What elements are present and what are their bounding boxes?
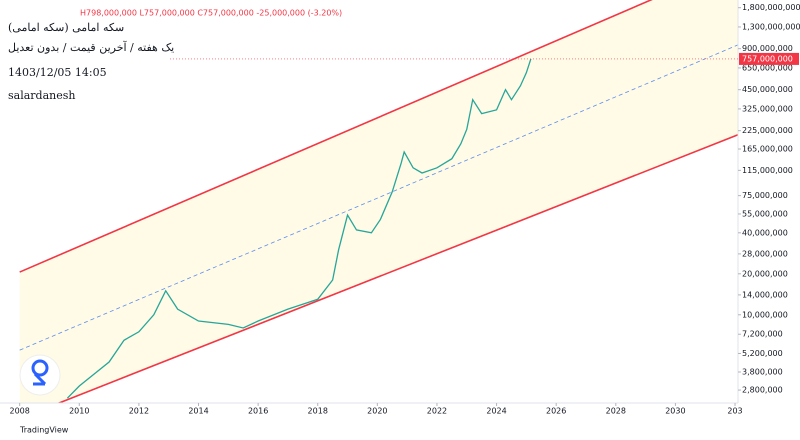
x-tick-label: 2020	[367, 407, 387, 416]
x-tick-label: 2016	[248, 407, 268, 416]
y-tick-label: 450,000,000	[742, 85, 793, 94]
y-tick-label: 900,000,000	[742, 44, 793, 53]
y-tick-label: 75,000,000	[742, 191, 788, 200]
x-tick-label: 2008	[9, 407, 29, 416]
author: salardanesh	[8, 89, 75, 102]
y-tick-label: 28,000,000	[742, 249, 788, 258]
y-tick-label: 225,000,000	[742, 126, 793, 135]
price-line	[66, 58, 532, 399]
x-tick-label: 2024	[486, 407, 506, 416]
y-tick-label: 165,000,000	[742, 145, 793, 154]
y-tick-label: 5,200,000	[742, 349, 783, 358]
channel-line	[58, 133, 738, 403]
footer: TradingView	[19, 426, 69, 435]
y-tick-label: 20,000,000	[742, 269, 788, 278]
y-tick-label: 1,300,000,000	[742, 22, 800, 31]
plot-area	[19, 0, 738, 403]
y-tick-label: 14,000,000	[742, 290, 788, 299]
title: سکه امامی (سکه امامی)	[8, 21, 124, 34]
channel-fill	[19, 0, 738, 403]
y-tick-label: 7,200,000	[742, 330, 783, 339]
x-tick-label: 2026	[546, 407, 566, 416]
x-tick-label: 2018	[308, 407, 328, 416]
y-tick-label: 1,800,000,000	[742, 3, 800, 12]
y-tick-label: 10,000,000	[742, 310, 788, 319]
x-tick-label: 2010	[69, 407, 89, 416]
y-tick-label: 55,000,000	[742, 209, 788, 218]
channel-line	[19, 0, 653, 273]
ohlc: H798,000,000 L757,000,000 C757,000,000 -…	[80, 9, 342, 18]
last-price-label: 757,000,000	[742, 54, 793, 63]
x-tick-label: 2014	[188, 407, 208, 416]
y-tick-label: 3,800,000	[742, 368, 783, 377]
last-price-badge	[739, 52, 799, 65]
x-tick-label: 2012	[129, 407, 149, 416]
y-tick-label: 115,000,000	[742, 166, 793, 175]
x-tick-label: 2022	[427, 407, 447, 416]
channel-line	[19, 44, 738, 351]
x-tick-label: 2030	[665, 407, 685, 416]
date: 1403/12/05 14:05	[8, 66, 107, 79]
subtitle: یک هفته / آخرین قیمت / بدون تعدیل	[8, 41, 174, 54]
y-tick-label: 2,800,000	[742, 386, 783, 395]
logo	[19, 354, 61, 396]
y-tick-label: 40,000,000	[742, 228, 788, 237]
y-tick-label: 325,000,000	[742, 104, 793, 113]
x-tick-label: 203	[727, 407, 742, 416]
y-tick-label: 650,000,000	[742, 63, 793, 72]
x-tick-label: 2028	[606, 407, 626, 416]
